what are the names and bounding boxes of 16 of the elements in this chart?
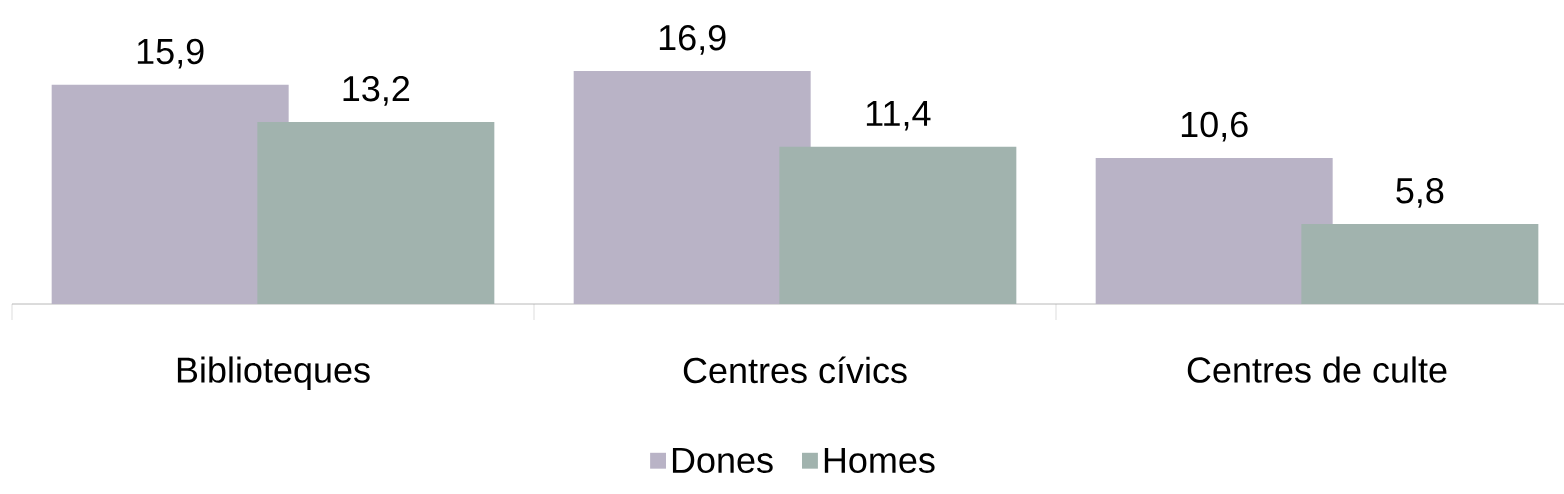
x-tick-label: Centres cívics bbox=[683, 356, 907, 384]
x-tick-label: Centres de culte bbox=[1187, 356, 1447, 383]
data-label: 13,2 bbox=[343, 75, 410, 106]
legend-label: Dones bbox=[672, 447, 773, 474]
data-label: 16,9 bbox=[659, 24, 726, 55]
bar bbox=[257, 122, 495, 304]
data-label: 15,9 bbox=[137, 38, 204, 69]
legend-label: Homes bbox=[824, 447, 935, 474]
data-label: 5,8 bbox=[1396, 177, 1444, 208]
data-label: 10,6 bbox=[1181, 111, 1248, 142]
bar bbox=[1301, 224, 1539, 304]
bar bbox=[573, 71, 811, 304]
bar bbox=[1095, 157, 1333, 304]
bar bbox=[779, 146, 1017, 304]
data-label: 11,4 bbox=[866, 101, 931, 131]
x-tick-label: Biblioteques bbox=[177, 356, 370, 390]
